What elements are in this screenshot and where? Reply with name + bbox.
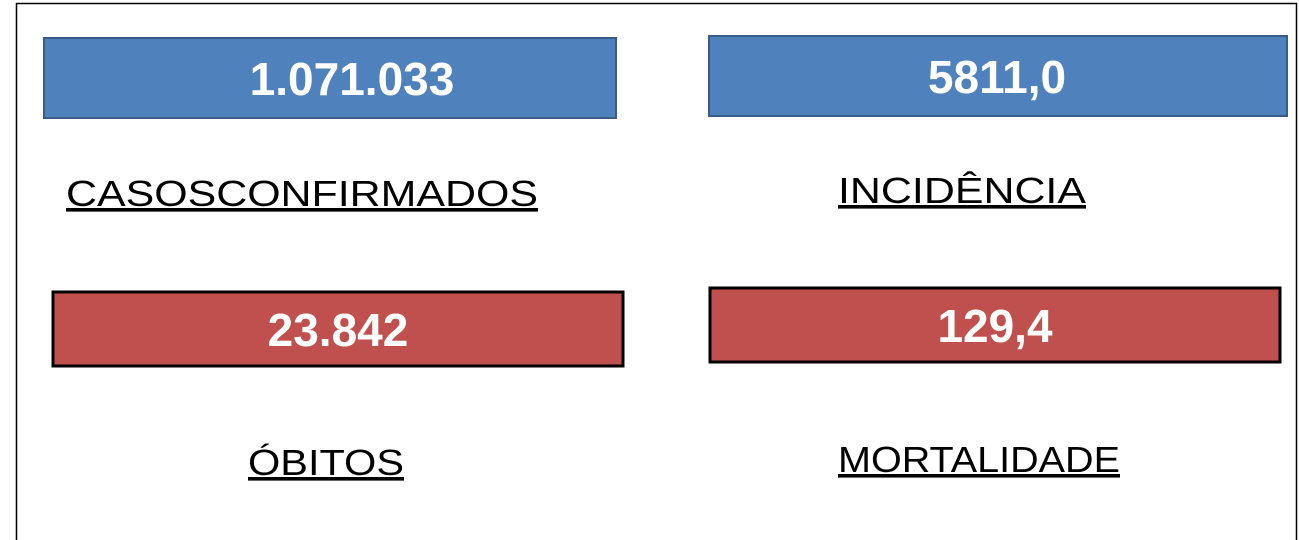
value-box xyxy=(43,37,617,119)
card-label: INCIDÊNCIA xyxy=(838,170,1086,211)
card-label: CASOSCONFIRMADOS xyxy=(66,173,538,214)
card-mortalidade: 129,4 MORTALIDADE xyxy=(708,286,1282,480)
card-incidencia: 5811,0 INCIDÊNCIA xyxy=(708,35,1288,211)
card-obitos: 23.842 ÓBITOS xyxy=(51,290,625,483)
card-value: 23.842 xyxy=(268,304,409,356)
card-label: MORTALIDADE xyxy=(838,439,1120,480)
value-box xyxy=(708,35,1288,117)
card-value: 1.071.033 xyxy=(250,53,455,105)
card-value: 129,4 xyxy=(937,300,1053,352)
card-casos: 1.071.033 CASOSCONFIRMADOS xyxy=(43,37,617,214)
value-box xyxy=(51,290,625,368)
card-value: 5811,0 xyxy=(928,51,1066,103)
value-box xyxy=(708,286,1282,364)
card-label: ÓBITOS xyxy=(248,442,404,483)
